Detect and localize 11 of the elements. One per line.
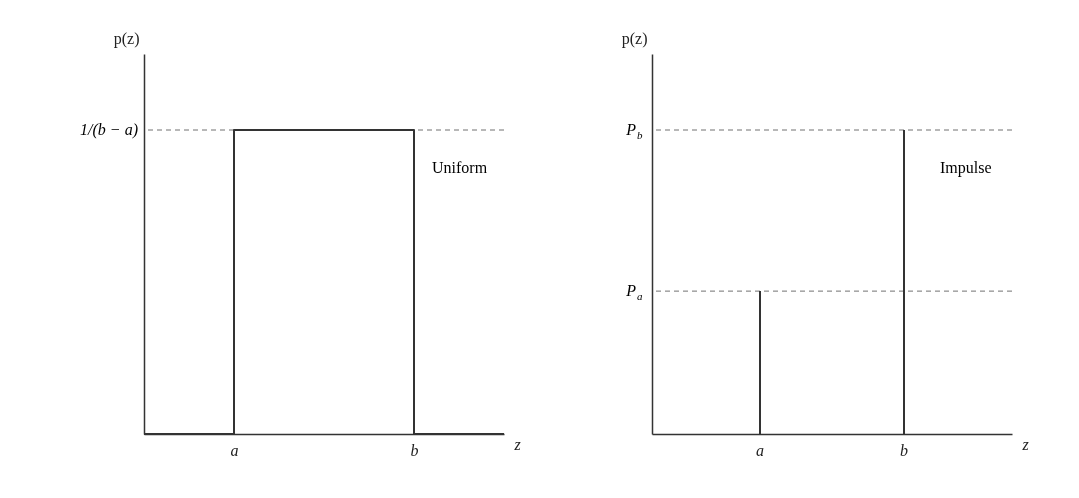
x-tick-label: b bbox=[900, 441, 908, 459]
annotation: Impulse bbox=[940, 159, 992, 177]
x-tick-label: a bbox=[230, 441, 239, 459]
y-axis-title: p(z) bbox=[621, 29, 648, 48]
x-axis-title: z bbox=[513, 435, 522, 453]
x-tick-label: b bbox=[410, 441, 419, 459]
x-axis-title: z bbox=[1021, 435, 1030, 453]
x-tick-label: a bbox=[756, 441, 764, 459]
annotation: Uniform bbox=[432, 159, 488, 176]
ref-line-label: 1/(b − a) bbox=[80, 121, 138, 139]
y-axis-title: p(z) bbox=[113, 29, 140, 48]
